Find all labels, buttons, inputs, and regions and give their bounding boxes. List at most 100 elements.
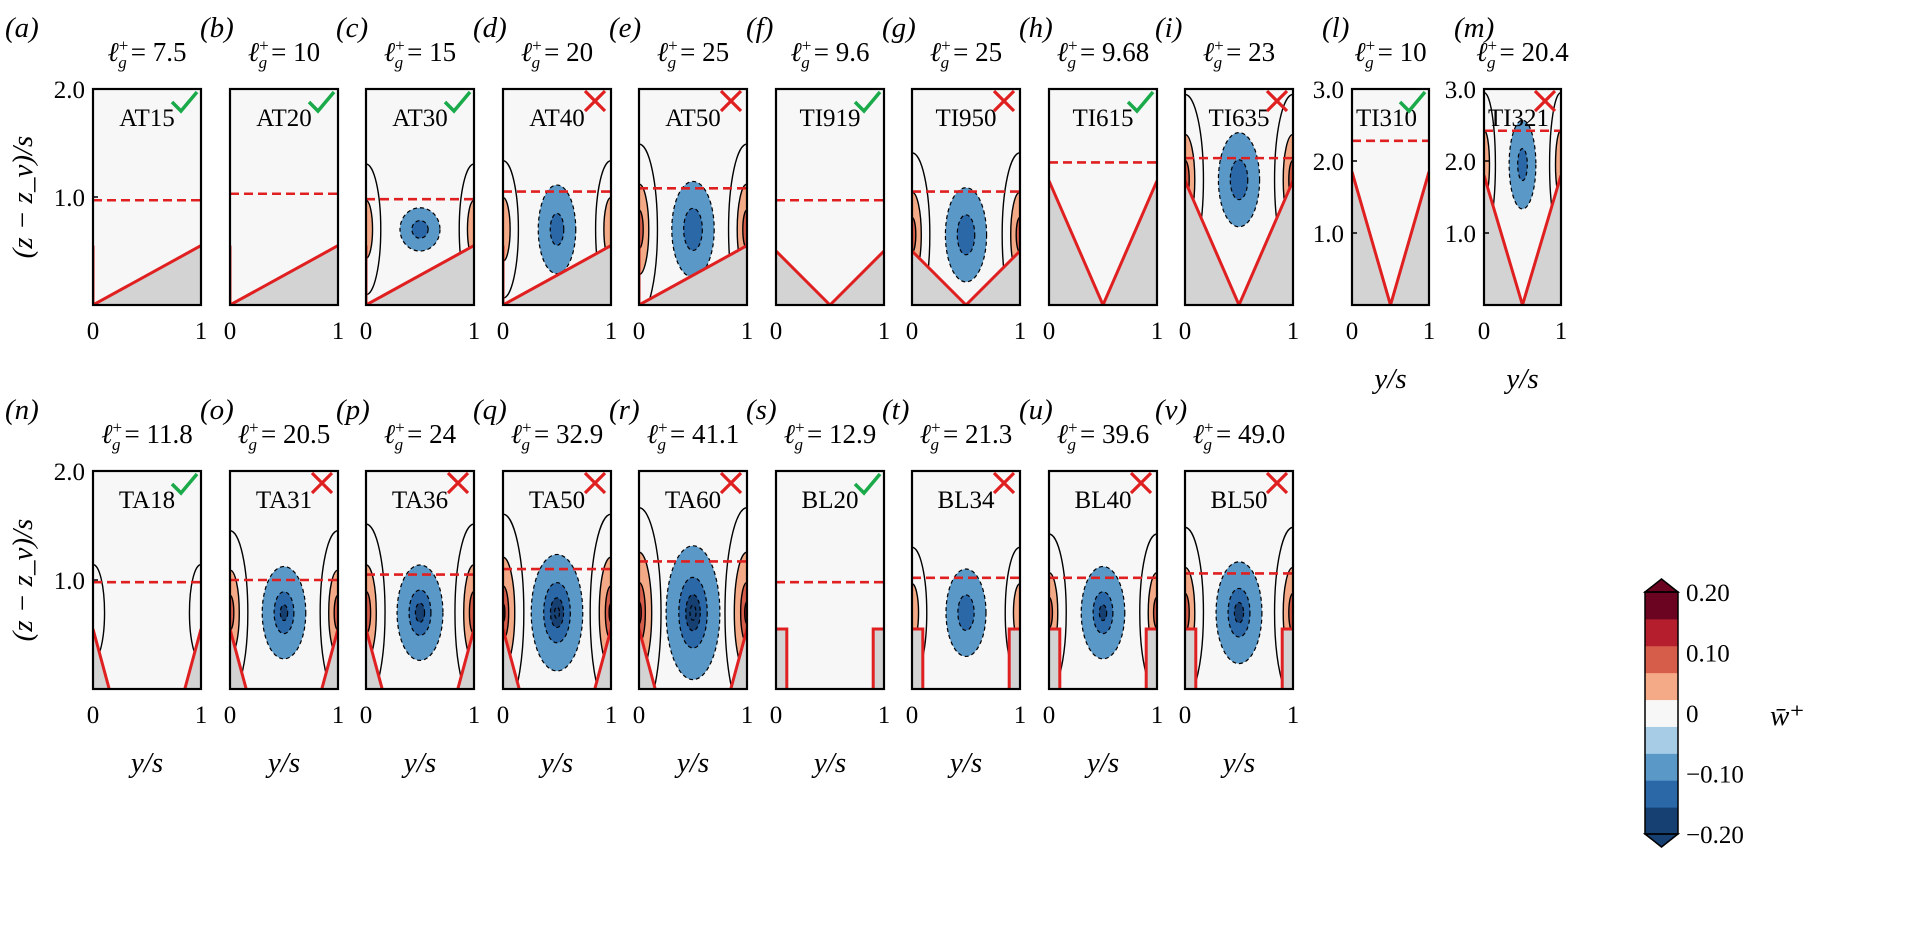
check-icon	[853, 472, 882, 496]
cross-icon	[583, 89, 607, 113]
case-name: BL20	[802, 487, 859, 514]
panel-label: (d)	[473, 12, 507, 44]
colorbar-label: w̄⁺	[1770, 700, 1805, 732]
cross-icon	[446, 471, 470, 495]
x-tick-label: 1	[332, 318, 345, 345]
panel-plot-area	[1049, 89, 1157, 305]
case-name: BL40	[1075, 487, 1132, 514]
x-tick-label: 0	[497, 702, 510, 729]
x-tick-label: 0	[770, 318, 783, 345]
x-tick-label: 1	[1555, 318, 1568, 345]
panel-label: (r)	[609, 394, 640, 426]
x-tick-label: 1	[741, 318, 754, 345]
y-tick-label: 1.0	[1313, 221, 1344, 248]
cross-icon	[1265, 471, 1289, 495]
roughness-outline	[503, 244, 611, 305]
panel-label: (c)	[336, 12, 368, 44]
colorbar-segment	[1645, 726, 1678, 754]
panel-title: ℓ+ g = 32.9	[511, 418, 604, 454]
x-axis-label: y/s	[1503, 363, 1538, 395]
panel-frame	[501, 469, 613, 691]
panel-label: (i)	[1155, 12, 1182, 44]
x-tick-label: 0	[1179, 318, 1192, 345]
case-name: AT30	[392, 105, 448, 132]
x-tick-label: 1	[878, 318, 891, 345]
negative-contour	[1098, 604, 1108, 622]
panel-title: ℓ+ g = 20.5	[238, 418, 331, 454]
x-axis-label: y/s	[674, 747, 709, 779]
panel-plot-area	[366, 89, 474, 305]
panel-frame	[1183, 87, 1295, 307]
check-icon	[170, 472, 199, 496]
roughness-solid	[776, 629, 787, 689]
x-tick-label: 1	[1151, 318, 1164, 345]
panel-label: (n)	[5, 394, 39, 426]
check-icon	[1126, 90, 1155, 114]
roughness-outline	[1007, 627, 1020, 689]
y-axis-label: (z − z_v)/s	[7, 136, 39, 259]
x-axis-label: y/s	[128, 747, 163, 779]
x-tick-label: 0	[1043, 702, 1056, 729]
panel-label: (m)	[1454, 12, 1494, 44]
x-tick-label: 0	[360, 318, 373, 345]
x-tick-label: 1	[878, 702, 891, 729]
case-name: BL34	[938, 487, 995, 514]
x-tick-label: 0	[1346, 318, 1359, 345]
positive-contour	[366, 163, 382, 296]
panel-ti919: (f) ℓ+ g = 9.6 TI919 0 1	[746, 12, 890, 345]
positive-contour	[639, 581, 647, 644]
x-axis-label: y/s	[538, 747, 573, 779]
panel-ti615: (h)ℓ+ g = 9.68 TI615 0 1	[1019, 12, 1163, 345]
negative-contour	[1517, 148, 1528, 182]
x-tick-label: 0	[1043, 318, 1056, 345]
roughness-outline	[1185, 627, 1198, 689]
roughness-outline	[776, 249, 884, 305]
panel-label: (a)	[5, 12, 39, 44]
panel-title: ℓ+ g = 39.6	[1057, 418, 1150, 454]
panel-bl40: (u)ℓ+ g = 39.6 BL40 0 1 y/s	[1019, 394, 1163, 779]
y-tick-label: 3.0	[1445, 77, 1476, 104]
colorbar-extend-bottom	[1642, 833, 1681, 848]
case-name: TA50	[529, 487, 585, 514]
check-icon	[853, 90, 882, 114]
negative-contour	[1233, 601, 1245, 624]
case-name: AT15	[119, 105, 175, 132]
panel-frame	[228, 87, 340, 307]
panel-ti321: (m)ℓ+ g = 20.4 TI321 3.0 2.0 1.0 0 1 y/s	[1445, 12, 1570, 395]
x-tick-label: 1	[1287, 318, 1300, 345]
roughness-solid	[1146, 629, 1157, 689]
x-axis-label: y/s	[1220, 747, 1255, 779]
panel-title: ℓ+ g = 12.9	[784, 418, 877, 454]
colorbar-frame	[1644, 591, 1679, 835]
y-tick-label: 2.0	[54, 77, 85, 104]
panel-bl34: (t) ℓ+ g = 21.3 BL34 0 1 y/s	[882, 394, 1026, 779]
case-name: TI615	[1072, 105, 1133, 132]
y-tick-label: 2.0	[54, 459, 85, 486]
panel-title: ℓ+ g = 20.4	[1476, 36, 1569, 72]
panel-title: ℓ+ g = 23	[1203, 36, 1275, 72]
colorbar-segment	[1645, 699, 1678, 727]
panel-title: ℓ+ g = 15	[384, 36, 456, 72]
roughness-outline	[366, 628, 384, 689]
panel-frame	[364, 87, 476, 307]
panel-frame	[774, 469, 886, 691]
roughness-solid	[776, 251, 884, 305]
panel-ta50: (q)ℓ+ g = 32.9 TA50 0 1 y/s	[473, 394, 617, 779]
panel-title: ℓ+ g = 49.0	[1193, 418, 1286, 454]
roughness-outline	[93, 244, 201, 305]
x-tick-label: 0	[87, 702, 100, 729]
panel-plot-area	[1185, 471, 1293, 689]
negative-contour	[553, 606, 561, 619]
panel-plot-area	[776, 471, 884, 689]
colorbar-extend-top	[1642, 578, 1681, 593]
roughness-outline	[503, 628, 521, 689]
panel-label: (f)	[746, 12, 773, 44]
panel-background	[93, 471, 201, 689]
roughness-solid	[912, 629, 923, 689]
roughness-outline	[183, 628, 201, 689]
panel-plot-area	[912, 471, 1020, 689]
panel-plot-area	[230, 89, 338, 305]
x-tick-label: 0	[224, 318, 237, 345]
y-tick-label: 1.0	[1445, 221, 1476, 248]
negative-contour	[411, 220, 429, 239]
